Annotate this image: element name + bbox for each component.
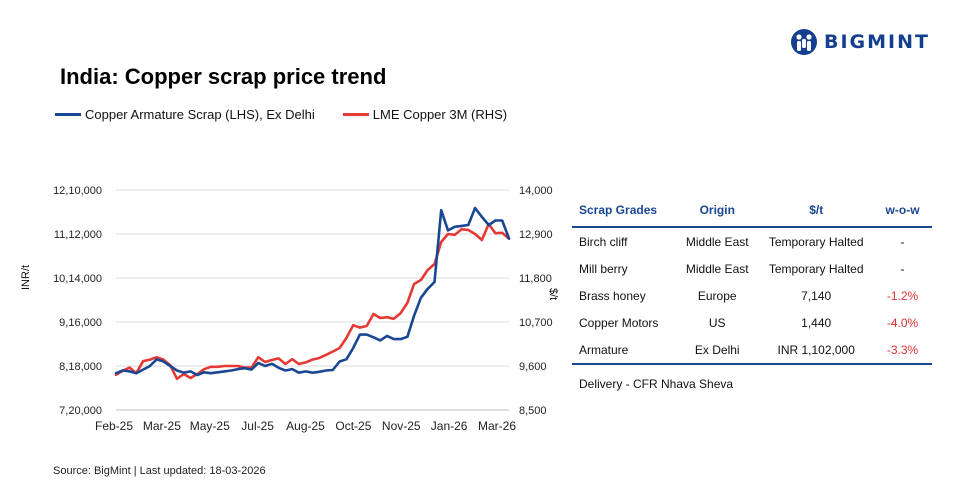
- legend-item-lme: LME Copper 3M (RHS): [342, 107, 508, 122]
- page-title: India: Copper scrap price trend: [60, 64, 387, 89]
- legend-swatch-armature: [55, 113, 81, 116]
- y-axis-label-left: INR/t: [20, 264, 32, 290]
- header-wow: w-o-w: [873, 194, 932, 228]
- header-scrap-grades: Scrap Grades: [572, 194, 676, 228]
- y-tick-label-right: 10,700: [519, 317, 553, 329]
- y-tick-label-right: 14,000: [519, 185, 553, 197]
- cell-price: Temporary Halted: [768, 234, 864, 249]
- x-tick-label: Nov-25: [382, 419, 421, 433]
- y-tick-label-right: 9,600: [519, 361, 547, 373]
- series-line-lme: [114, 222, 511, 381]
- cell-origin: Europe: [697, 288, 737, 303]
- y-tick-label-right: 8,500: [519, 405, 547, 417]
- cell-grade: Armature: [572, 336, 676, 365]
- legend-label-armature: Copper Armature Scrap (LHS), Ex Delhi: [85, 107, 315, 122]
- x-tick-label: May-25: [190, 419, 230, 433]
- cell-grade: Brass honey: [579, 288, 646, 303]
- bigmint-logo-icon: [791, 29, 817, 55]
- cell-origin: US: [708, 315, 726, 330]
- cell-price: Temporary Halted: [768, 261, 864, 276]
- cell-wow: -: [900, 234, 905, 249]
- y-tick-label-left: 9,16,000: [59, 317, 102, 329]
- table-row: Mill berry Middle East Temporary Halted …: [572, 255, 932, 282]
- table-header-row: Scrap Grades Origin $/t w-o-w: [572, 194, 932, 228]
- cell-grade: Copper Motors: [579, 315, 659, 330]
- cell-grade: Mill berry: [579, 261, 628, 276]
- x-tick-label: Aug-25: [286, 419, 325, 433]
- x-tick-label: Oct-25: [335, 419, 371, 433]
- x-tick-label: Feb-25: [95, 419, 133, 433]
- y-tick-label-left: 12,10,000: [53, 185, 102, 197]
- cell-wow: -3.3%: [873, 336, 932, 365]
- cell-grade: Birch cliff: [579, 234, 628, 249]
- y-tick-label-left: 8,18,000: [59, 361, 102, 373]
- cell-origin: Ex Delhi: [675, 336, 760, 365]
- cell-origin: Middle East: [685, 261, 749, 276]
- chart-legend: Copper Armature Scrap (LHS), Ex Delhi LM…: [55, 107, 535, 122]
- y-tick-label-left: 10,14,000: [53, 273, 102, 285]
- cell-price: 1,440: [801, 315, 832, 330]
- x-tick-label: Jan-26: [431, 419, 468, 433]
- brand-name: BIGMINT: [824, 31, 930, 53]
- cell-wow: -4.0%: [886, 315, 919, 330]
- cell-origin: Middle East: [685, 234, 749, 249]
- cell-price: 7,140: [801, 288, 832, 303]
- table-row: Copper Motors US 1,440 -4.0%: [572, 309, 932, 336]
- y-tick-label-left: 11,12,000: [54, 229, 102, 241]
- cell-price: INR 1,102,000: [759, 336, 874, 365]
- y-tick-label-left: 7,20,000: [59, 405, 102, 417]
- y-tick-label-right: 11,800: [519, 273, 552, 285]
- brand-logo: BIGMINT: [790, 28, 930, 56]
- header-price: $/t: [759, 194, 874, 228]
- x-tick-label: Jul-25: [241, 419, 274, 433]
- y-tick-label-right: 12,900: [519, 229, 553, 241]
- source-note: Source: BigMint | Last updated: 18-03-20…: [53, 465, 266, 477]
- legend-swatch-lme: [342, 113, 369, 116]
- x-tick-label: Mar-26: [478, 419, 516, 433]
- cell-wow: -1.2%: [886, 288, 919, 303]
- table-row: Brass honey Europe 7,140 -1.2%: [572, 282, 932, 309]
- table-row: Armature Ex Delhi INR 1,102,000 -3.3%: [572, 336, 932, 365]
- price-trend-chart: 12,10,000 14,000 11,12,000 12,900 10,14,000 1…: [53, 185, 553, 433]
- legend-item-armature: Copper Armature Scrap (LHS), Ex Delhi: [55, 107, 315, 122]
- header-origin: Origin: [675, 194, 760, 228]
- series-line-armature: [114, 206, 511, 377]
- scrap-grades-table: Scrap Grades Origin $/t w-o-w Birch clif…: [572, 194, 932, 365]
- y-axis-label-right: $/t: [547, 288, 559, 301]
- x-tick-label: Mar-25: [143, 419, 181, 433]
- delivery-note: Delivery - CFR Nhava Sheva: [579, 377, 734, 391]
- table-row: Birch cliff Middle East Temporary Halted…: [572, 227, 932, 255]
- legend-label-lme: LME Copper 3M (RHS): [372, 107, 508, 122]
- cell-wow: -: [900, 261, 905, 276]
